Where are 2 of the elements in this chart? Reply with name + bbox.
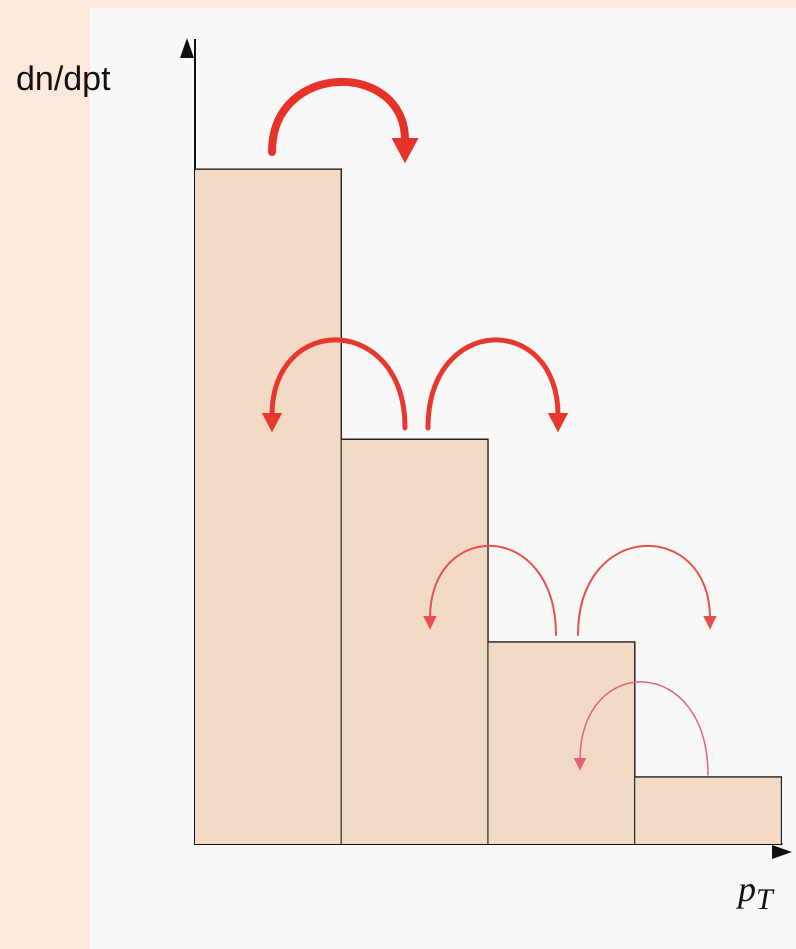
x-axis-title: p$_{T}$ (738, 868, 773, 918)
y-axis-title: dn/dpt (16, 60, 111, 99)
